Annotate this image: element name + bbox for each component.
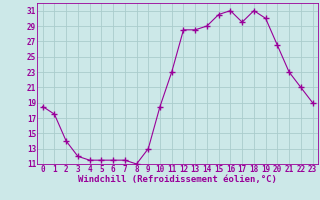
X-axis label: Windchill (Refroidissement éolien,°C): Windchill (Refroidissement éolien,°C) <box>78 175 277 184</box>
